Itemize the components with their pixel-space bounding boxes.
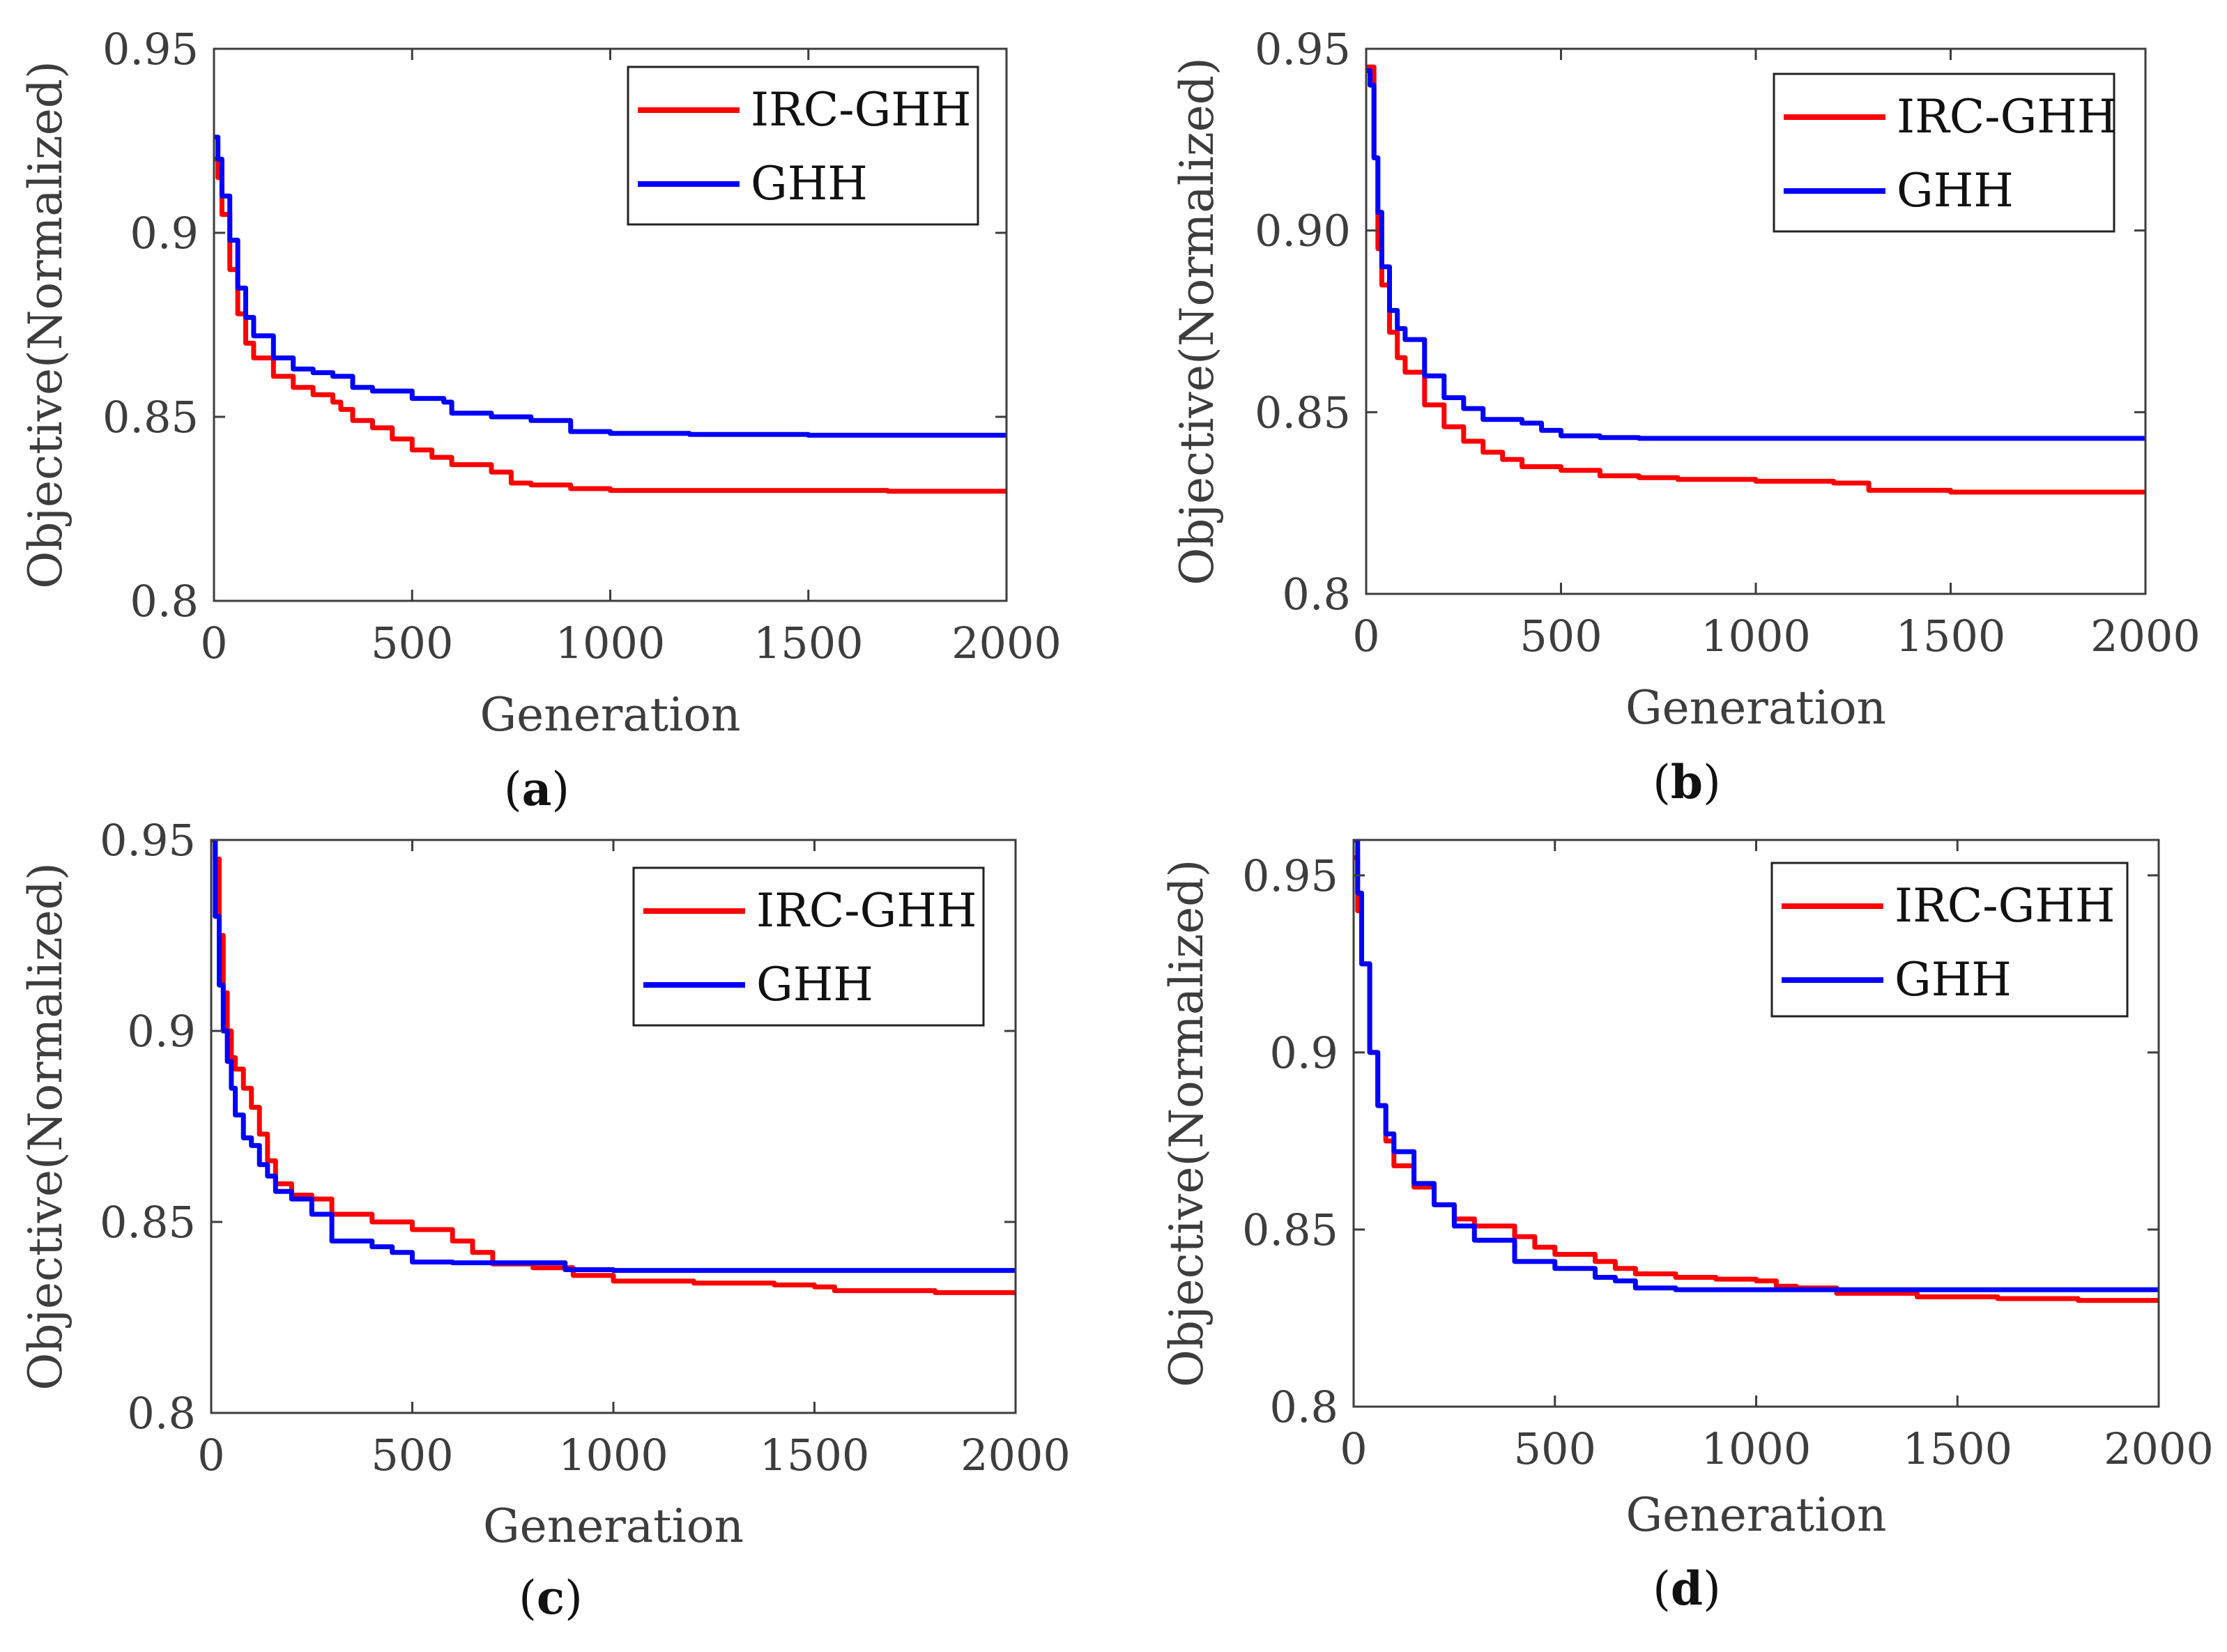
caption-open: ( [519, 1571, 537, 1625]
x-tick-label: 500 [1520, 611, 1602, 661]
x-tick-label: 2000 [2104, 1423, 2214, 1474]
x-tick-label: 1500 [1902, 1423, 2012, 1474]
series-line-irc-ghh [214, 156, 1007, 494]
chart-panel-b: 0 500 1000 1500 2000 0.8 0.85 0.90 0.95 Generatio… [1170, 24, 2201, 809]
caption-open: ( [504, 763, 522, 816]
y-tick-label: 0.8 [127, 1388, 196, 1439]
x-axis-label: Generation [480, 688, 740, 742]
x-tick-label: 1000 [1701, 611, 1811, 661]
caption-close: ) [565, 1571, 583, 1625]
x-tick-label: 1500 [760, 1430, 870, 1481]
x-tick-label: 2000 [961, 1430, 1071, 1481]
legend-label-ghh: GHH [751, 157, 868, 211]
x-axis-label: Generation [483, 1499, 744, 1553]
x-tick-label: 1500 [753, 618, 864, 668]
x-tick-label: 1000 [1701, 1423, 1812, 1474]
y-tick-label: 0.9 [1269, 1027, 1338, 1078]
y-axis-label: Objective(Normalized) [1160, 859, 1214, 1388]
y-tick-label: 0.85 [1242, 1204, 1338, 1255]
caption-close: ) [551, 763, 569, 816]
panel-caption: (a) [504, 762, 569, 816]
x-axis-label: Generation [1625, 1488, 1886, 1542]
caption-close: ) [1703, 756, 1721, 809]
x-tick-label: 1500 [1896, 611, 2006, 661]
legend-label-irc-ghh: IRC-GHH [1897, 90, 2117, 144]
x-tick-label: 1000 [558, 1430, 668, 1481]
x-tick-label: 0 [1340, 1423, 1367, 1474]
y-tick-label: 0.95 [100, 815, 196, 866]
panel-caption: (b) [1653, 755, 1721, 809]
legend-box [1770, 862, 2129, 1018]
legend-label-ghh: GHH [1895, 953, 2012, 1007]
y-tick-label: 0.85 [102, 392, 199, 443]
series-line-ghh [214, 135, 1007, 438]
series-line-ghh [1354, 840, 2159, 1292]
y-tick-label: 0.9 [130, 208, 199, 259]
caption-letter: c [537, 1570, 565, 1625]
x-tick-label: 500 [371, 618, 453, 668]
y-tick-label: 0.85 [100, 1197, 196, 1248]
x-tick-label: 0 [1352, 611, 1379, 661]
legend-label-ghh: GHH [756, 958, 873, 1011]
x-tick-label: 2000 [2090, 611, 2201, 661]
y-tick-label: 0.95 [102, 24, 199, 75]
panel-caption: (d) [1653, 1561, 1721, 1616]
y-axis-label: Objective(Normalized) [19, 61, 72, 589]
caption-open: ( [1653, 756, 1671, 809]
panel-caption: (c) [519, 1570, 583, 1625]
caption-letter: d [1671, 1561, 1703, 1616]
caption-letter: a [522, 762, 552, 816]
legend-label-ghh: GHH [1897, 164, 2014, 217]
series-line-ghh [1366, 68, 2145, 441]
x-tick-label: 500 [371, 1430, 453, 1481]
x-axis-label: Generation [1625, 681, 1886, 735]
legend-label-irc-ghh: IRC-GHH [1895, 879, 2115, 933]
y-axis-label: Objective(Normalized) [19, 862, 72, 1391]
y-axis-label: Objective(Normalized) [1170, 57, 1224, 586]
y-tick-label: 0.90 [1255, 206, 1351, 257]
x-tick-label: 500 [1514, 1423, 1596, 1474]
chart-panel-c: 0 500 1000 1500 2000 0.8 0.85 0.9 0.95 Generation… [19, 815, 1071, 1625]
series-line-irc-ghh [1366, 64, 2145, 495]
y-tick-label: 0.9 [127, 1006, 196, 1057]
caption-letter: b [1671, 755, 1703, 809]
y-tick-label: 0.95 [1255, 24, 1351, 75]
legend-label-irc-ghh: IRC-GHH [756, 884, 977, 938]
series-line-ghh [213, 840, 1016, 1274]
caption-open: ( [1653, 1562, 1671, 1616]
legend-box [627, 66, 979, 226]
x-tick-label: 2000 [951, 618, 1062, 668]
chart-panel-d: 0 500 1000 1500 2000 0.8 0.85 0.9 0.95 Generation… [1160, 839, 2214, 1616]
y-tick-label: 0.8 [130, 576, 199, 627]
x-tick-label: 0 [200, 618, 227, 668]
y-tick-label: 0.8 [1269, 1382, 1338, 1432]
x-tick-label: 1000 [556, 618, 666, 668]
y-tick-label: 0.95 [1242, 850, 1338, 901]
caption-close: ) [1703, 1562, 1721, 1616]
legend-box [1773, 72, 2115, 233]
x-tick-label: 0 [197, 1430, 224, 1481]
legend-label-irc-ghh: IRC-GHH [751, 83, 971, 137]
legend-box [632, 866, 985, 1027]
y-tick-label: 0.8 [1282, 569, 1351, 620]
chart-panel-a: 0 500 1000 1500 2000 0.8 0.85 0.9 0.95 Generation… [19, 24, 1062, 816]
y-tick-label: 0.85 [1255, 387, 1351, 438]
